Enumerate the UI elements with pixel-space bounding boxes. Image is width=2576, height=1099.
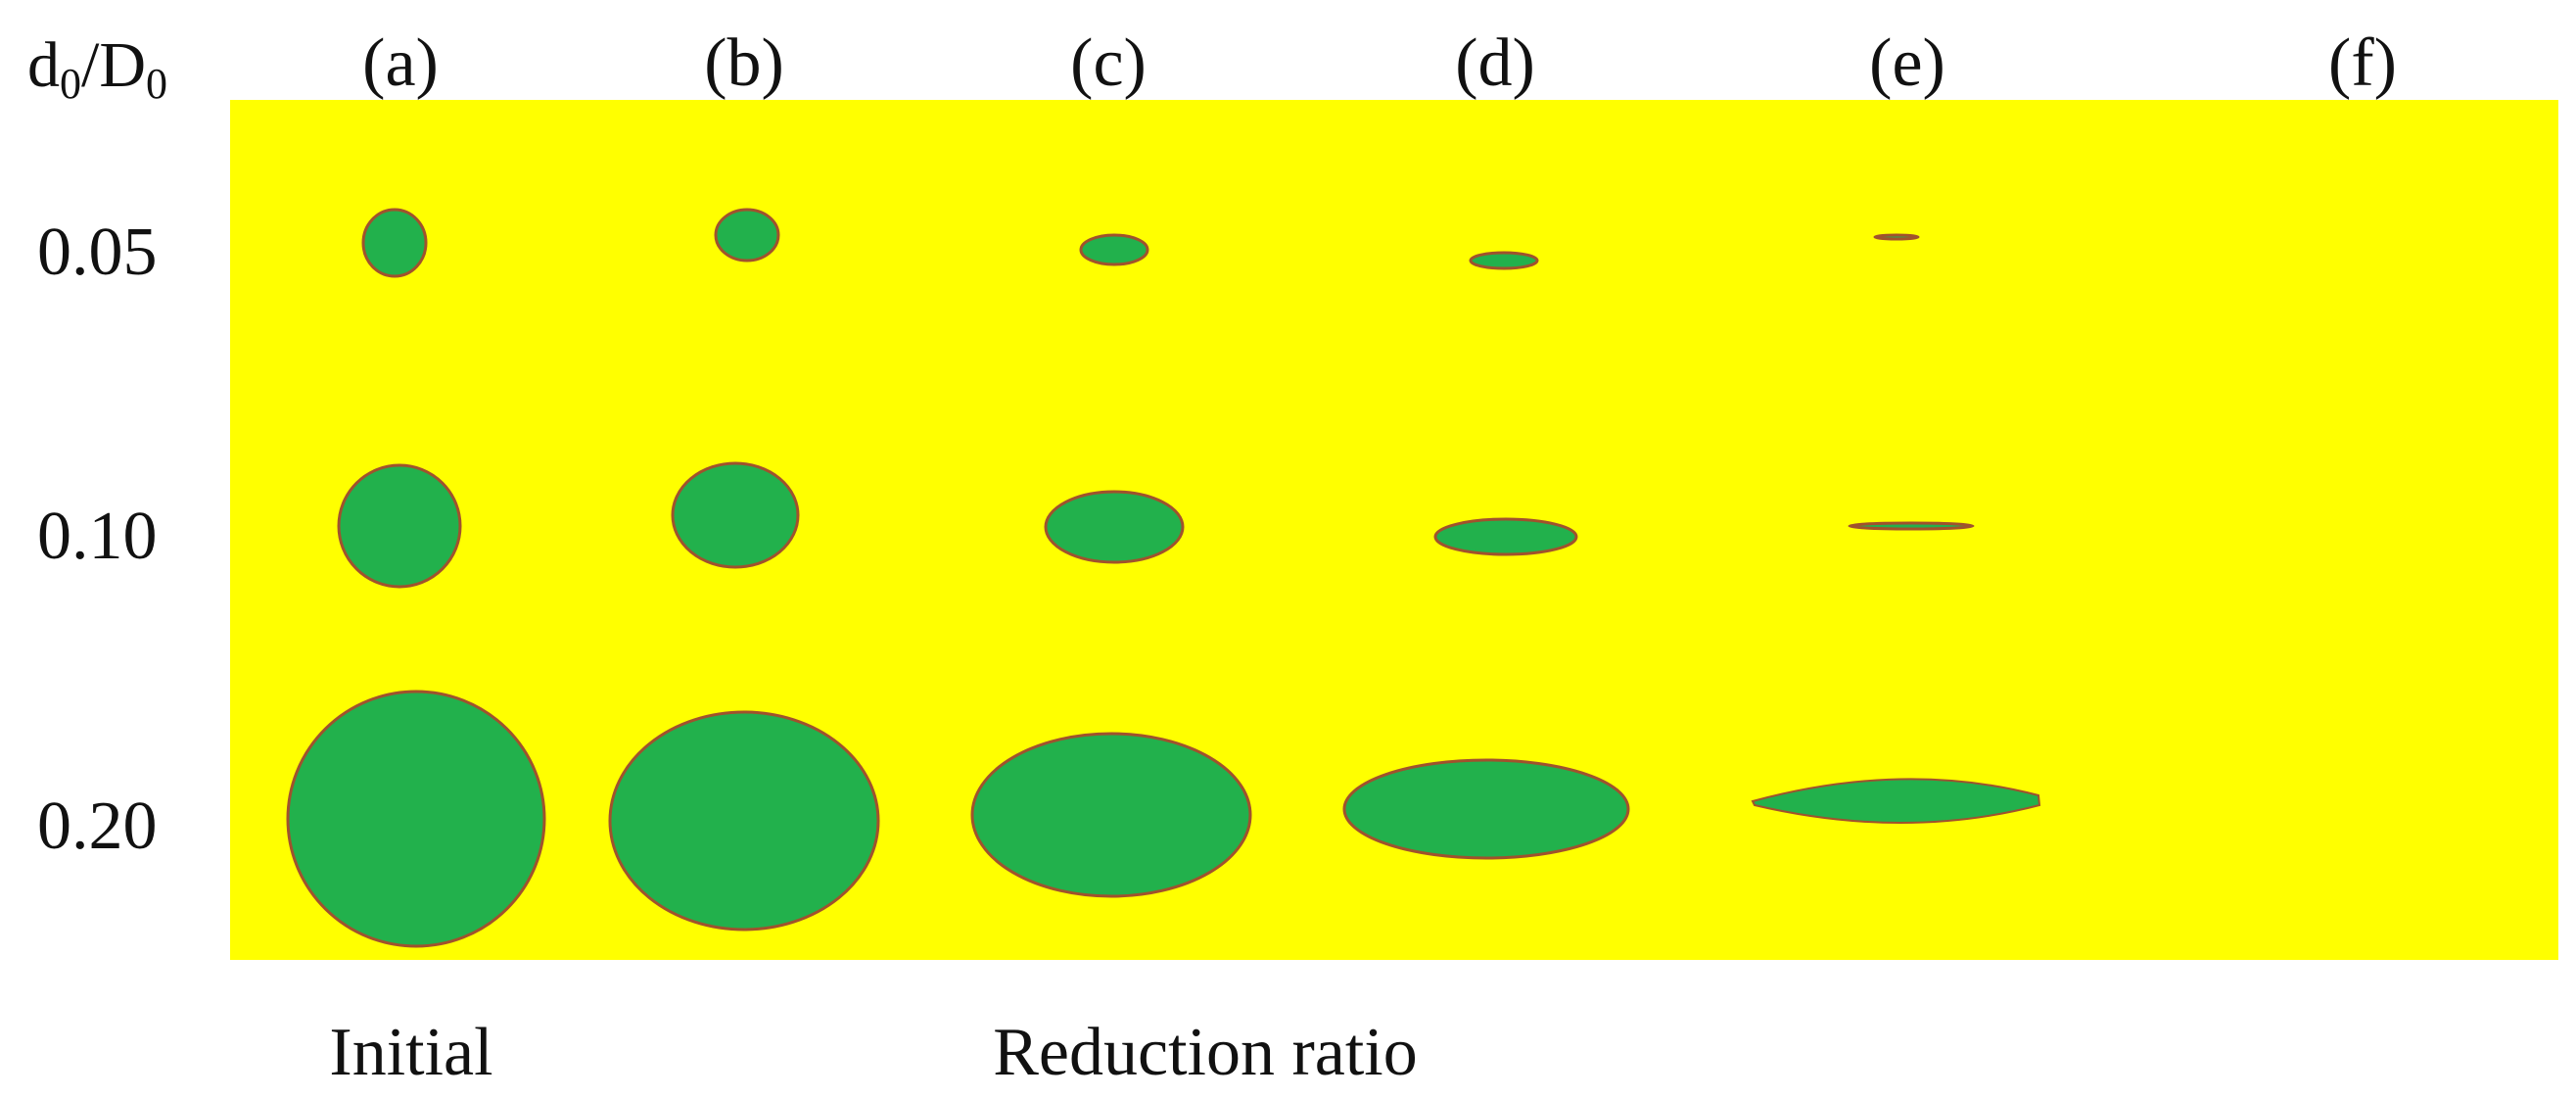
inclusion-d-005 xyxy=(1469,251,1539,270)
inclusion-a-010 xyxy=(337,463,462,589)
column-label-b: (b) xyxy=(704,25,784,101)
inclusion-e-010 xyxy=(1848,521,1975,531)
inclusion-b-010 xyxy=(671,461,800,569)
column-label-f: (f) xyxy=(2328,25,2397,101)
column-label-e: (e) xyxy=(1869,25,1945,101)
row-label-005: 0.05 xyxy=(37,215,158,290)
inclusion-a-020 xyxy=(286,690,546,948)
reduction-ratio-label: Reduction ratio xyxy=(993,1015,1418,1090)
inclusion-a-005 xyxy=(361,208,428,278)
inclusion-e-020 xyxy=(1751,778,2041,824)
row-label-010: 0.10 xyxy=(37,499,158,574)
inclusion-e-005 xyxy=(1873,233,1920,241)
inclusion-d-020 xyxy=(1342,758,1630,860)
initial-label: Initial xyxy=(329,1015,493,1090)
axis-header-ratio: d0/D0 xyxy=(27,29,167,108)
column-label-c: (c) xyxy=(1070,25,1147,101)
inclusion-d-010 xyxy=(1433,517,1578,556)
inclusion-c-005 xyxy=(1079,233,1149,266)
inclusion-b-005 xyxy=(714,208,780,263)
column-label-a: (a) xyxy=(362,25,439,101)
inclusion-c-010 xyxy=(1044,490,1185,564)
inclusion-b-020 xyxy=(608,710,880,932)
inclusion-c-020 xyxy=(970,732,1252,898)
row-label-020: 0.20 xyxy=(37,788,158,864)
column-label-d: (d) xyxy=(1455,25,1535,101)
